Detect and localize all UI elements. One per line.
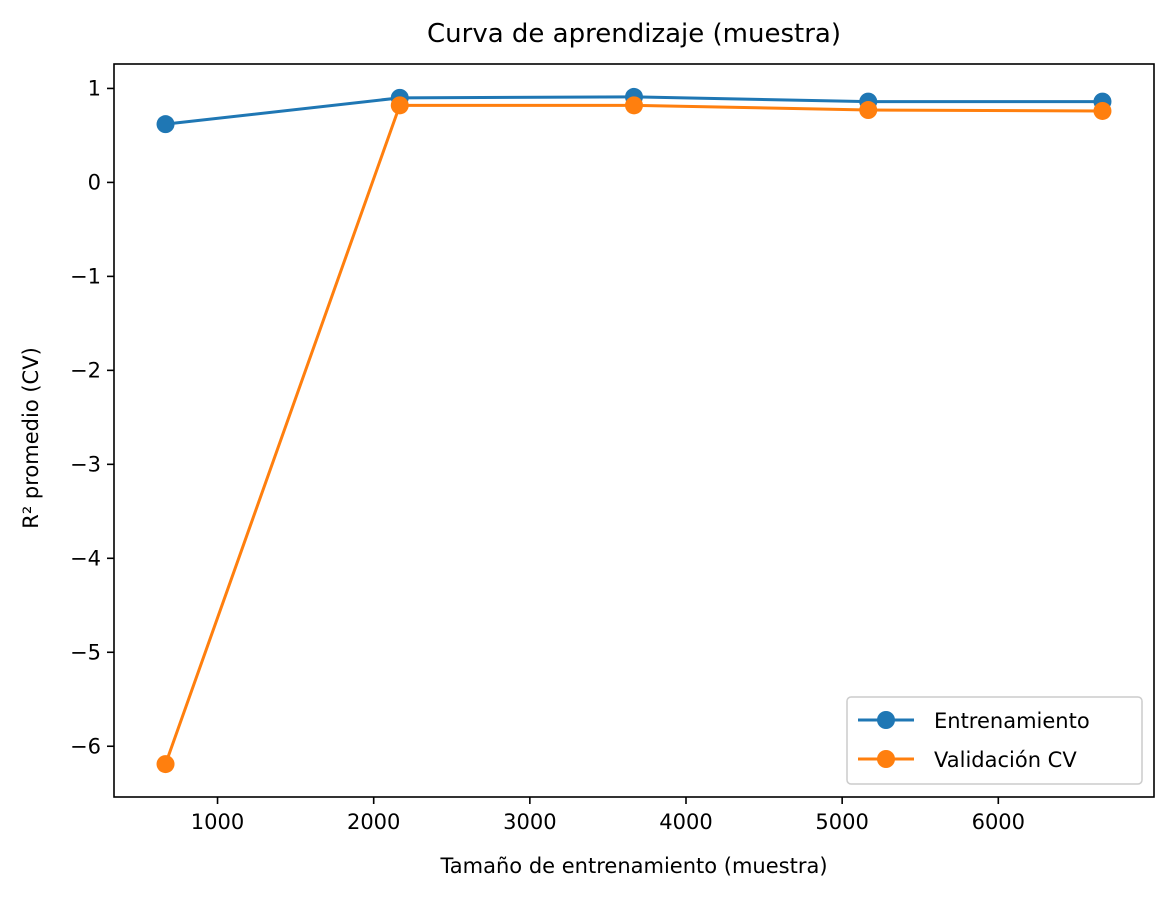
legend-label-entrenamiento: Entrenamiento — [934, 709, 1090, 733]
y-tick-label: −5 — [70, 640, 101, 664]
x-tick-label: 3000 — [503, 810, 556, 834]
axes-frame — [113, 63, 1155, 798]
y-tick-label: −3 — [70, 452, 101, 476]
data-point-1-2 — [625, 96, 643, 115]
y-axis-label: R² promedio (CV) — [19, 347, 43, 529]
y-tick-label: 0 — [88, 170, 101, 194]
x-tick-label: 2000 — [347, 810, 400, 834]
legend-marker-entrenamiento — [877, 711, 895, 729]
data-point-1-1 — [390, 96, 409, 115]
x-axis-label: Tamaño de entrenamiento (muestra) — [439, 854, 827, 878]
x-tick-label: 1000 — [191, 810, 244, 834]
data-point-1-0 — [156, 755, 175, 774]
legend-label-validacion-cv: Validación CV — [934, 748, 1077, 772]
data-point-0-0 — [156, 115, 175, 134]
chart-title: Curva de aprendizaje (muestra) — [427, 19, 841, 49]
x-tick-label: 6000 — [972, 810, 1025, 834]
x-tick-label: 5000 — [815, 810, 868, 834]
legend-marker-validacion-cv — [877, 750, 895, 768]
legend-frame — [846, 696, 1143, 785]
y-tick-label: −2 — [70, 358, 101, 382]
y-tick-label: −4 — [70, 546, 101, 570]
plot-area — [156, 87, 1112, 774]
y-tick-label: −1 — [70, 264, 101, 288]
data-point-1-4 — [1093, 101, 1112, 120]
axes: 1000 2000 3000 4000 5000 6000 1 0 −1 −2 −3 −4 −5 −6 — [70, 63, 1155, 834]
y-tick-label: 1 — [88, 76, 101, 100]
x-tick-label: 4000 — [659, 810, 712, 834]
legend: Entrenamiento Validación CV — [846, 696, 1143, 785]
data-point-1-3 — [859, 101, 878, 120]
y-tick-label: −6 — [70, 734, 101, 758]
